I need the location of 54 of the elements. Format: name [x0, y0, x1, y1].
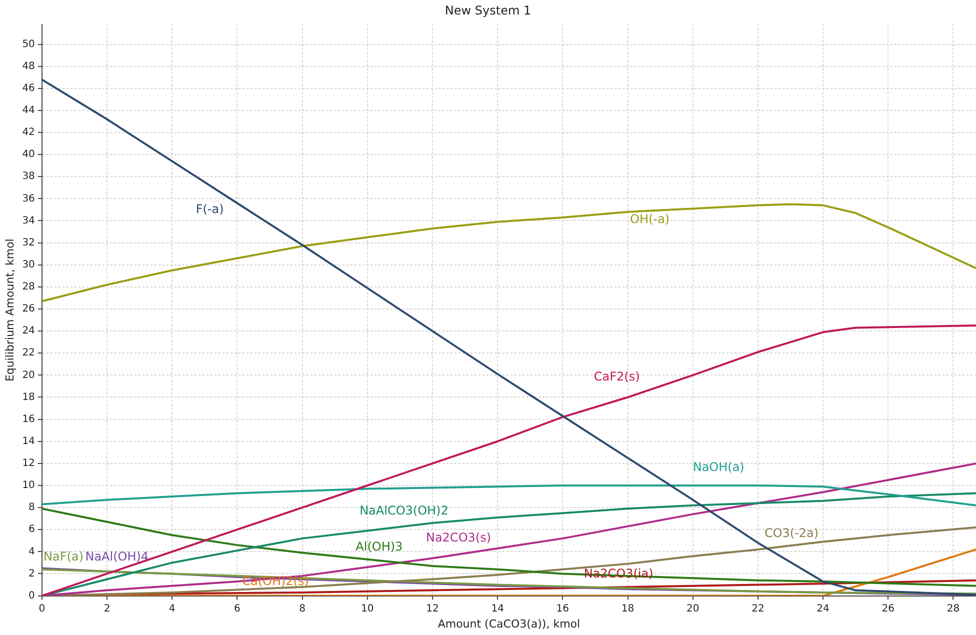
y-tick-label: 10 [22, 480, 35, 492]
y-tick-label: 26 [22, 304, 35, 315]
x-tick-label: 10 [361, 603, 374, 614]
series-label: CO3(-2a) [764, 526, 819, 540]
x-axis-title: Amount (CaCO3(a)), kmol [438, 617, 580, 630]
y-tick-label: 16 [22, 414, 35, 425]
x-tick-label: 8 [299, 603, 306, 614]
y-tick-label: 24 [22, 326, 35, 337]
x-tick-label: 26 [882, 603, 894, 614]
x-tick-label: 22 [752, 603, 764, 614]
y-tick-label: 38 [22, 171, 35, 182]
y-tick-label: 6 [28, 524, 35, 536]
x-tick-label: 14 [491, 603, 504, 614]
y-tick-label: 50 [22, 38, 35, 50]
x-tick-label: 0 [38, 603, 46, 614]
y-tick-label: 18 [22, 392, 35, 403]
y-tick-label: 40 [22, 149, 35, 160]
x-tick-label: 28 [946, 603, 960, 614]
y-tick-label: 46 [22, 82, 35, 94]
x-tick-label: 12 [426, 603, 439, 614]
series-label: CaF2(s) [594, 370, 640, 384]
y-tick-label: 2 [28, 568, 35, 580]
x-tick-label: 20 [686, 603, 700, 614]
x-tick-label: 18 [621, 603, 634, 614]
x-tick-label: 6 [234, 603, 240, 614]
series-label: NaF(a) [44, 549, 84, 564]
series-label: Al(OH)3 [356, 539, 403, 554]
series-label: Na2CO3(s) [426, 530, 492, 545]
y-tick-label: 44 [22, 105, 35, 116]
y-axis-title: Equilibrium Amount, kmol [3, 238, 16, 382]
y-tick-label: 8 [28, 502, 35, 514]
y-tick-label: 28 [22, 282, 35, 293]
y-tick-label: 20 [22, 370, 35, 381]
series-label: OH(-a) [630, 212, 670, 226]
y-tick-label: 12 [22, 458, 35, 470]
x-tick-label: 24 [816, 603, 830, 614]
series-label: F(-a) [196, 202, 224, 216]
y-tick-label: 48 [22, 60, 35, 72]
series-label: NaAl(OH)4 [85, 549, 149, 564]
y-tick-label: 14 [22, 436, 35, 447]
y-tick-label: 30 [22, 259, 35, 270]
x-tick-label: 16 [556, 603, 570, 614]
y-tick-label: 36 [22, 193, 35, 204]
y-tick-label: 42 [22, 127, 35, 138]
x-tick-label: 4 [168, 603, 176, 614]
y-tick-label: 34 [22, 215, 35, 226]
chart-title: New System 1 [444, 3, 532, 18]
y-tick-label: 0 [28, 590, 35, 602]
y-tick-label: 4 [28, 546, 35, 558]
x-tick-label: 2 [104, 603, 110, 614]
y-tick-label: 32 [22, 237, 35, 248]
series-label: NaAlCO3(OH)2 [360, 504, 448, 518]
y-tick-label: 22 [22, 348, 35, 359]
series-label: NaOH(a) [692, 460, 744, 474]
